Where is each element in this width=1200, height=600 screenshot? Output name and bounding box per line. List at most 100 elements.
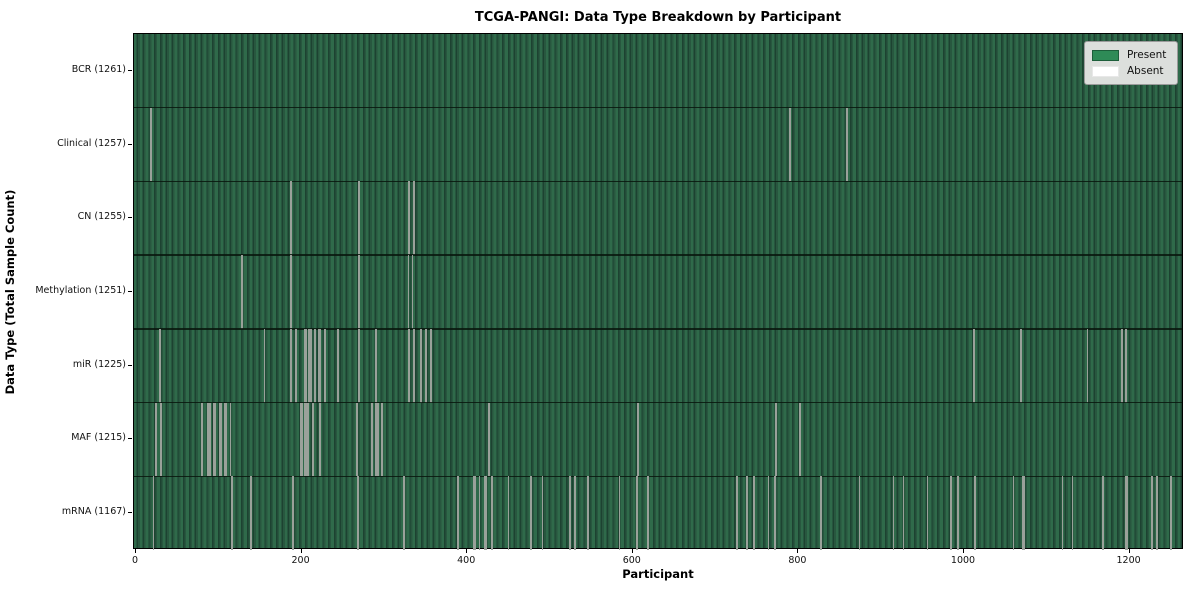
absent-stripe-cn bbox=[408, 181, 411, 256]
absent-stripe-mrna bbox=[636, 476, 638, 550]
x-tick-mark bbox=[135, 549, 136, 553]
plot-area bbox=[133, 33, 1183, 550]
y-tick-label-cn: CN (1255) bbox=[77, 211, 126, 223]
absent-stripe-mrna bbox=[457, 476, 459, 550]
absent-stripe-maf bbox=[798, 402, 802, 477]
absent-stripe-maf bbox=[375, 402, 379, 477]
x-tick-label-600: 600 bbox=[622, 555, 641, 566]
absent-stripe-mrna bbox=[478, 476, 481, 550]
absent-stripe-maf bbox=[218, 402, 223, 477]
absent-stripe-mrna bbox=[1151, 476, 1153, 550]
y-tick-mark bbox=[128, 143, 132, 145]
y-tick-mark bbox=[128, 69, 132, 71]
absent-stripe-mir bbox=[304, 328, 307, 403]
legend-label-absent: Absent bbox=[1127, 65, 1164, 77]
absent-stripe-cn bbox=[413, 181, 416, 256]
absent-stripe-mrna bbox=[646, 476, 649, 550]
absent-stripe-maf bbox=[370, 402, 374, 477]
x-tick-label-200: 200 bbox=[291, 555, 310, 566]
y-tick-mark bbox=[128, 512, 132, 514]
absent-stripe-mrna bbox=[1170, 476, 1172, 550]
x-tick-label-400: 400 bbox=[457, 555, 476, 566]
absent-stripe-mrna bbox=[484, 476, 487, 550]
y-tick-mark bbox=[128, 291, 132, 292]
absent-stripe-mrna bbox=[892, 476, 895, 550]
absent-stripe-mrna bbox=[1012, 476, 1015, 550]
absent-stripe-mrna bbox=[949, 476, 952, 550]
chart-title: TCGA-PANGI: Data Type Breakdown by Parti… bbox=[474, 10, 842, 25]
y-tick-mark bbox=[128, 364, 132, 366]
absent-stripe-mir bbox=[323, 328, 326, 403]
absent-stripe-mrna bbox=[752, 476, 755, 550]
x-tick-mark bbox=[631, 549, 633, 553]
y-tick-mark bbox=[128, 438, 132, 440]
absent-stripe-mir bbox=[429, 328, 432, 403]
absent-stripe-clinical bbox=[846, 107, 849, 182]
absent-stripe-mir bbox=[313, 328, 317, 403]
absent-stripe-mrna bbox=[767, 476, 770, 550]
absent-stripe-maf bbox=[207, 402, 211, 477]
absent-stripe-mrna bbox=[973, 476, 976, 550]
y-tick-label-methylation: Methylation (1251) bbox=[35, 285, 126, 296]
x-tick-label-1200: 1200 bbox=[1116, 555, 1141, 566]
x-tick-mark bbox=[300, 549, 302, 553]
legend-swatch-absent bbox=[1092, 65, 1119, 77]
y-tick-label-mrna: mRNA (1167) bbox=[61, 506, 126, 518]
row-divider bbox=[134, 401, 1182, 404]
absent-stripe-mrna bbox=[926, 476, 929, 550]
absent-stripe-methylation bbox=[241, 255, 243, 329]
absent-stripe-mrna bbox=[1061, 476, 1064, 550]
absent-stripe-mir bbox=[337, 328, 339, 403]
x-tick-mark bbox=[963, 549, 964, 553]
absent-stripe-mrna bbox=[473, 476, 476, 550]
x-tick-mark bbox=[797, 549, 799, 553]
absent-stripe-mrna bbox=[746, 476, 748, 550]
absent-stripe-maf bbox=[356, 402, 358, 477]
absent-stripe-mir bbox=[1020, 328, 1022, 403]
absent-stripe-mrna bbox=[819, 476, 822, 550]
absent-stripe-mir bbox=[407, 328, 411, 403]
absent-stripe-mir bbox=[419, 328, 423, 403]
absent-stripe-mrna bbox=[587, 476, 589, 550]
absent-stripe-mir bbox=[1125, 328, 1128, 403]
x-tick-label-0: 0 bbox=[131, 555, 139, 566]
row-divider bbox=[134, 180, 1182, 183]
absent-stripe-mir bbox=[263, 328, 266, 403]
absent-stripe-mir bbox=[424, 328, 427, 403]
absent-stripe-maf bbox=[160, 402, 162, 477]
absent-stripe-mir bbox=[413, 328, 416, 403]
legend-swatch-present bbox=[1092, 49, 1119, 61]
absent-stripe-maf bbox=[229, 402, 232, 477]
absent-stripe-mrna bbox=[902, 476, 905, 550]
legend-entry-absent: Absent bbox=[1092, 63, 1170, 79]
absent-stripe-mrna bbox=[858, 476, 861, 550]
absent-stripe-methylation bbox=[290, 255, 292, 329]
absent-stripe-maf bbox=[213, 402, 216, 477]
absent-stripe-mrna bbox=[774, 476, 777, 550]
row-divider bbox=[134, 475, 1182, 478]
absent-stripe-mrna bbox=[574, 476, 576, 550]
absent-stripe-mir bbox=[973, 328, 975, 403]
absent-stripe-clinical bbox=[150, 107, 152, 182]
absent-stripe-mir bbox=[290, 328, 292, 403]
absent-stripe-clinical bbox=[789, 107, 791, 182]
absent-stripe-mrna bbox=[491, 476, 493, 550]
absent-stripe-mrna bbox=[1156, 476, 1158, 550]
x-tick-label-800: 800 bbox=[788, 555, 807, 566]
absent-stripe-maf bbox=[636, 402, 639, 477]
y-tick-mark bbox=[128, 217, 132, 219]
row-divider bbox=[134, 254, 1182, 256]
absent-stripe-mrna bbox=[530, 476, 532, 550]
row-divider bbox=[134, 328, 1182, 330]
absent-stripe-maf bbox=[200, 402, 204, 477]
absent-stripe-maf bbox=[775, 402, 777, 477]
absent-stripe-methylation bbox=[411, 255, 414, 329]
x-axis-label: Participant bbox=[622, 567, 694, 581]
absent-stripe-mir bbox=[375, 328, 377, 403]
absent-stripe-mir bbox=[1120, 328, 1124, 403]
absent-stripe-mrna bbox=[507, 476, 510, 550]
y-tick-label-mir: miR (1225) bbox=[72, 358, 126, 370]
absent-stripe-maf bbox=[299, 402, 304, 477]
absent-stripe-mir bbox=[318, 328, 322, 403]
absent-stripe-cn bbox=[357, 181, 360, 256]
